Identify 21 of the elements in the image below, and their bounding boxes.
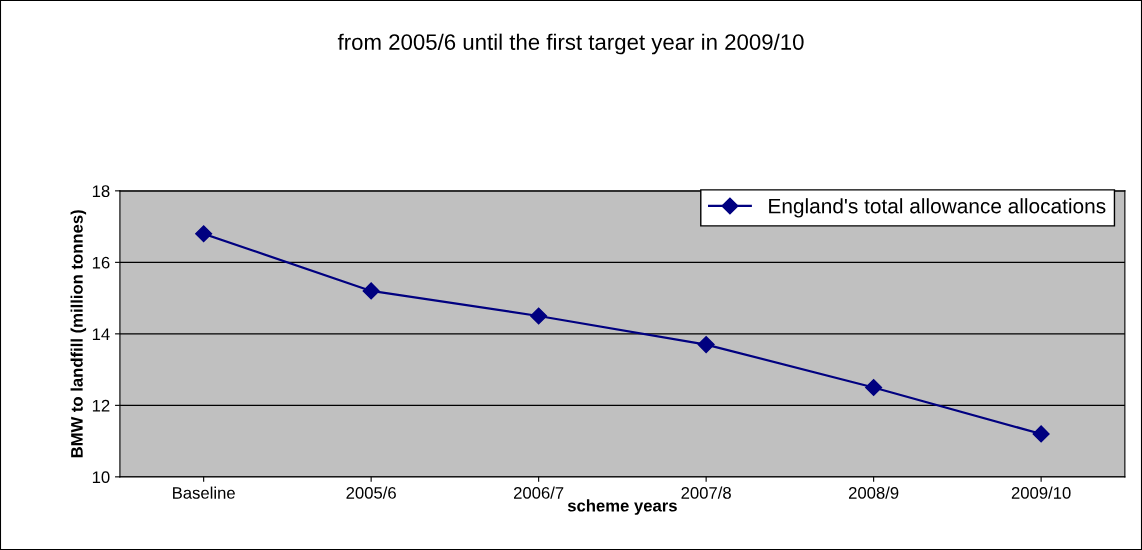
point (362, 282, 380, 300)
y-tick-label: 10 (92, 471, 110, 484)
point (1032, 425, 1050, 443)
point (865, 378, 883, 397)
x-tick-label: 2006/7 (514, 486, 564, 499)
x-axis-title: scheme years (567, 499, 677, 515)
legend-label: England's total allowance allocations (769, 198, 1106, 218)
y-axis-title: BMW to landfill (million tonnes) (70, 210, 87, 458)
x-tick-label: 2007/8 (681, 486, 731, 499)
point (697, 336, 715, 354)
point (530, 307, 548, 325)
point (195, 225, 213, 243)
x-tick-label: 2005/6 (346, 486, 396, 499)
x-tick-label: Baseline (173, 486, 235, 499)
y-tick-label: 16 (92, 256, 110, 269)
y-tick-label: 18 (92, 185, 110, 198)
y-tick-label: 14 (92, 328, 110, 340)
y-tick-label: 12 (92, 399, 110, 412)
x-tick-label: 2008/9 (848, 486, 899, 499)
chart-title: from 2005/6 until the first target year in 2009/10 (337, 33, 804, 55)
x-tick-label: 2009/10 (1011, 486, 1071, 499)
